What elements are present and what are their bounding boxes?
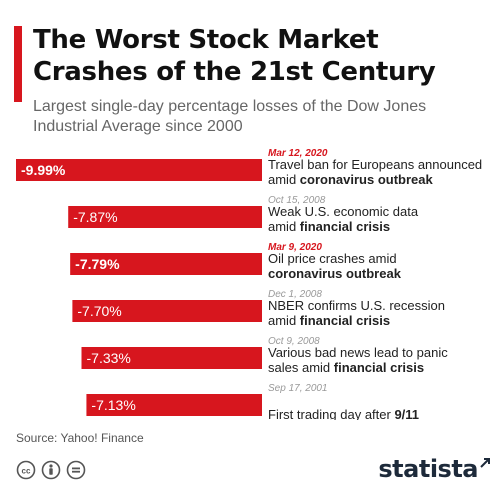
bar-value-label: -7.13% [91,397,135,413]
description-emphasis: coronavirus outbreak [268,266,402,281]
description-emphasis: coronavirus outbreak [300,172,434,187]
bar [16,159,262,181]
description-line: Weak U.S. economic data [268,204,419,219]
bar-value-label: -7.87% [73,209,117,225]
description-line: NBER confirms U.S. recession [268,298,445,313]
bar [70,253,263,275]
bar-value-label: -9.99% [21,162,66,178]
statista-logo-mark [480,458,490,468]
description-line: Oil price crashes amid [268,251,397,266]
bar [72,300,263,322]
equal-icon[interactable] [66,460,86,480]
description-emphasis: financial crisis [300,313,390,328]
description-line: Travel ban for Europeans announced [268,157,482,172]
source-text: Source: Yahoo! Finance [16,431,144,445]
description-emphasis: financial crisis [300,219,390,234]
description-text: sales amid [268,360,334,375]
description-line: amid financial crisis [268,219,390,234]
bar-value-label: -7.79% [75,256,120,272]
date-label: Dec 1, 2008 [268,289,322,300]
statista-logo[interactable]: statista [378,455,478,483]
description-emphasis: financial crisis [334,360,424,375]
description-text: First trading day after [268,407,394,420]
bar [68,206,263,228]
chart-title: The Worst Stock Market Crashes of the 21… [33,25,436,87]
description-line: First trading day after 9/11 [268,407,419,420]
description-line: sales amid financial crisis [268,360,424,375]
chart-subtitle: Largest single-day percentage losses of … [33,98,427,135]
title-accent-bar [14,26,22,102]
description-text: amid [268,172,300,187]
date-label: Mar 12, 2020 [268,148,328,159]
bar-value-label: -7.33% [87,350,131,366]
svg-text:cc: cc [22,467,31,476]
license-icons: cc [16,460,86,480]
description-line: amid financial crisis [268,313,390,328]
description-text: amid [268,219,300,234]
bar-value-label: -7.70% [77,303,121,319]
date-label: Mar 9, 2020 [268,242,322,253]
date-label: Sep 17, 2001 [268,383,328,394]
description-line: coronavirus outbreak [268,266,402,281]
description-line: Various bad news lead to panic [268,345,448,360]
cc-icon[interactable]: cc [16,460,36,480]
date-label: Oct 9, 2008 [268,336,320,347]
description-line: amid coronavirus outbreak [268,172,433,187]
bar [81,347,263,369]
date-label: Oct 15, 2008 [268,195,326,206]
bar [86,394,263,416]
description-emphasis: 9/11 [394,407,419,420]
person-icon[interactable] [41,460,61,480]
description-text: amid [268,313,300,328]
bar-row: -7.13% Sep 17, 2001 First trading day afte… [86,383,419,420]
